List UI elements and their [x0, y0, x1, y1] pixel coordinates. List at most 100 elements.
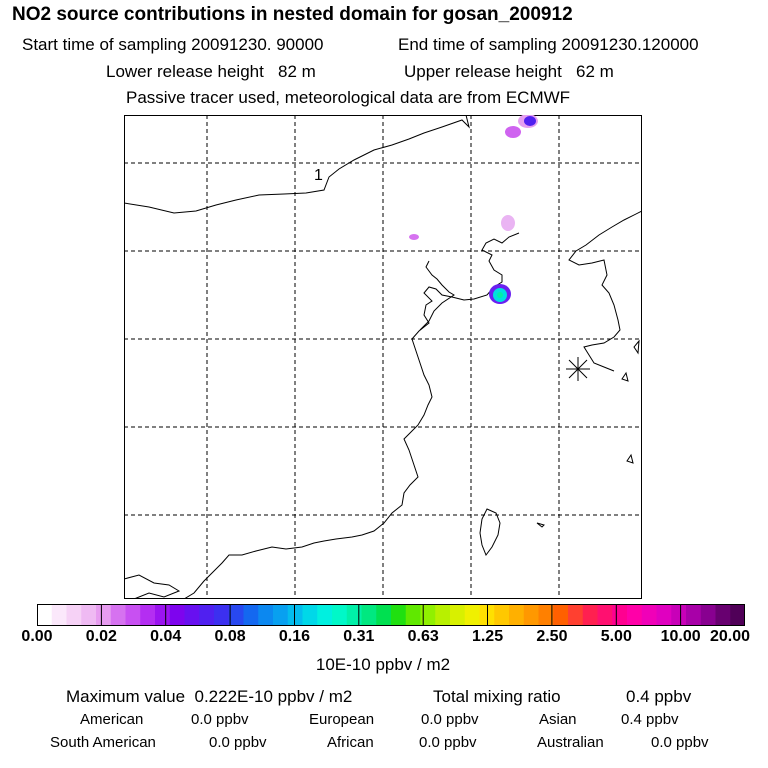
- colorbar-cell: [376, 604, 392, 626]
- colorbar-cell: [81, 604, 97, 626]
- colorbar-cell: [66, 604, 82, 626]
- page-title: NO2 source contributions in nested domai…: [12, 4, 573, 25]
- colorbar-cell: [243, 604, 259, 626]
- colorbar-cell: [405, 604, 422, 626]
- lower-release-value: 82 m: [278, 62, 316, 81]
- region-value: 0.0 ppbv: [191, 711, 249, 728]
- colorbar-cell: [287, 604, 304, 626]
- colorbar-cell: [523, 604, 540, 626]
- coastlines: [124, 115, 642, 599]
- map-frame: [124, 115, 642, 599]
- colorbar-cell: [627, 604, 643, 626]
- end-time: End time of sampling 20091230.120000: [398, 35, 699, 55]
- colorbar-frame: [37, 604, 745, 626]
- colorbar-tick-label: 2.50: [536, 628, 568, 645]
- plume-top-core: [524, 116, 536, 126]
- region-name: Australian: [537, 734, 604, 751]
- region-name: South American: [50, 734, 156, 751]
- region-value: 0.0 ppbv: [651, 734, 709, 751]
- colorbar-tick-label: 10.00: [660, 628, 701, 645]
- colorbar-cell: [37, 604, 53, 626]
- plume-mid: [501, 215, 515, 231]
- receptor-star-icon: [566, 357, 590, 381]
- colorbar-tick-label: 5.00: [600, 628, 632, 645]
- region-value: 0.0 ppbv: [419, 734, 477, 751]
- colorbar-tick-label: 0.02: [85, 628, 117, 645]
- map-gridlines: [124, 115, 642, 599]
- colorbar-cell: [110, 604, 127, 626]
- colorbar-tick-label: 20.00: [709, 628, 751, 645]
- colorbar-cell: [317, 604, 333, 626]
- colorbar-cell: [125, 604, 141, 626]
- region-name: African: [327, 734, 374, 751]
- colorbar-tick-label: 0.16: [278, 628, 311, 645]
- colorbar-cell: [509, 604, 525, 626]
- colorbar-cell: [420, 604, 436, 626]
- colorbar: [37, 604, 745, 626]
- colorbar-cell: [494, 604, 510, 626]
- plume-small: [409, 234, 419, 240]
- end-time-value: 20091230.120000: [561, 35, 699, 54]
- total-mixing-label: Total mixing ratio: [433, 687, 561, 706]
- total-mixing-value: 0.4 ppbv: [626, 687, 692, 706]
- total-mixing-ratio: Total mixing ratio: [433, 687, 561, 707]
- max-value: Maximum value 0.222E-10 ppbv / m2: [66, 687, 352, 707]
- colorbar-cell: [228, 604, 245, 626]
- colorbar-cell: [730, 604, 745, 626]
- colorbar-cell: [361, 604, 377, 626]
- colorbar-cell: [597, 604, 613, 626]
- colorbar-cell: [538, 604, 554, 626]
- colorbar-cell: [51, 604, 68, 626]
- colorbar-cell: [214, 604, 230, 626]
- colorbar-cell: [346, 604, 363, 626]
- map-panel: 1: [124, 115, 642, 599]
- colorbar-tick-label: 0.04: [150, 628, 182, 645]
- colorbar-cell: [199, 604, 215, 626]
- colorbar-cell: [391, 604, 407, 626]
- colorbar-cell: [568, 604, 584, 626]
- location-marker-label: 1: [314, 167, 323, 184]
- end-time-label: End time of sampling: [398, 35, 557, 54]
- colorbar-cell: [184, 604, 200, 626]
- region-value: 0.0 ppbv: [209, 734, 267, 751]
- colorbar-cell: [641, 604, 658, 626]
- plume-source-center: [497, 292, 503, 298]
- colorbar-cell: [671, 604, 687, 626]
- colorbar-cell: [612, 604, 628, 626]
- max-value-number: 0.222E-10 ppbv / m2: [194, 687, 353, 706]
- colorbar-cell: [700, 604, 717, 626]
- colorbar-cell: [140, 604, 156, 626]
- colorbar-cell: [155, 604, 171, 626]
- region-name: European: [309, 711, 375, 728]
- plume-top-tail: [505, 126, 521, 138]
- colorbar-cell: [686, 604, 702, 626]
- concentration-plumes: [409, 115, 538, 304]
- colorbar-tick-label: 0.08: [214, 628, 246, 645]
- colorbar-tick-label: 0.31: [343, 628, 375, 645]
- lower-release-label: Lower release height: [106, 62, 264, 81]
- start-time: Start time of sampling 20091230. 90000: [22, 35, 324, 55]
- region-name: Asian: [539, 711, 577, 728]
- colorbar-cell: [258, 604, 274, 626]
- colorbar-cell: [656, 604, 672, 626]
- start-time-value: 20091230. 90000: [191, 35, 324, 54]
- tracer-note: Passive tracer used, meteorological data…: [126, 88, 571, 107]
- colorbar-cell: [96, 604, 112, 626]
- colorbar-cell: [450, 604, 466, 626]
- colorbar-cell: [302, 604, 318, 626]
- start-time-label: Start time of sampling: [22, 35, 187, 54]
- lower-release: Lower release height 82 m: [106, 62, 316, 82]
- colorbar-cell: [273, 604, 289, 626]
- upper-release-value: 62 m: [576, 62, 614, 81]
- colorbar-cell: [553, 604, 569, 626]
- region-value: 0.4 ppbv: [621, 711, 679, 728]
- colorbar-cell: [435, 604, 451, 626]
- region-name: American: [80, 711, 144, 728]
- colorbar-tick-label: 0.63: [407, 628, 439, 645]
- colorbar-unit: 10E-10 ppbv / m2: [315, 655, 451, 674]
- colorbar-cell: [715, 604, 731, 626]
- colorbar-tick-label: 1.25: [471, 628, 504, 645]
- colorbar-cell: [169, 604, 186, 626]
- colorbar-cell: [464, 604, 481, 626]
- region-value: 0.0 ppbv: [421, 711, 479, 728]
